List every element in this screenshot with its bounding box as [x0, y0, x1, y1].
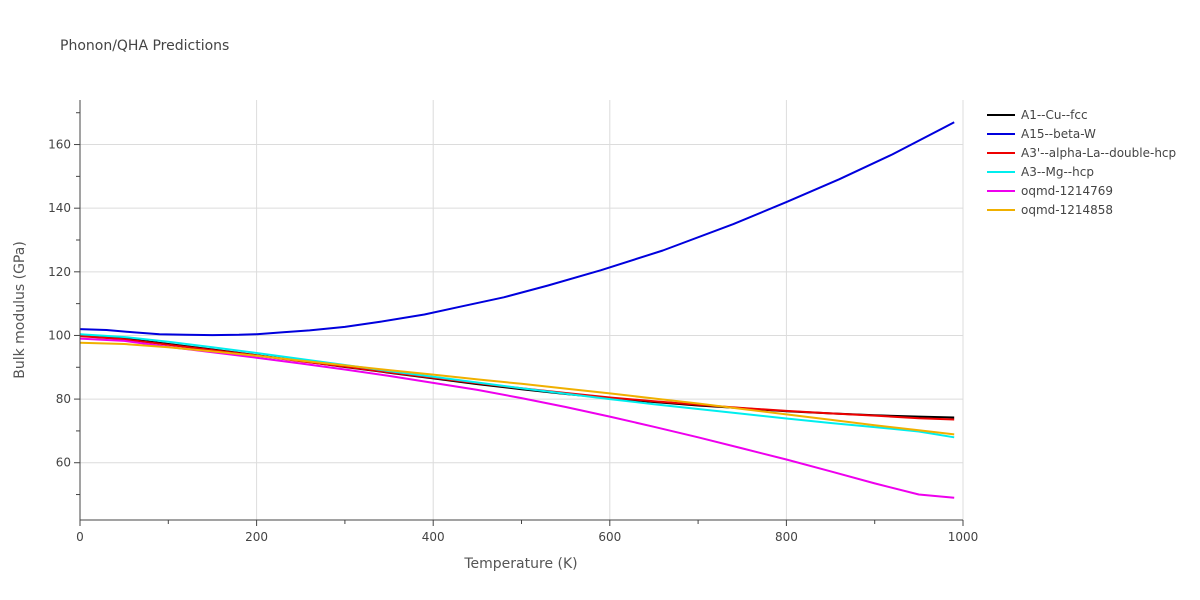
y-tick-label: 140: [48, 201, 71, 215]
y-tick-label: 120: [48, 265, 71, 279]
series-line-4: [79, 337, 955, 499]
y-axis-title: Bulk modulus (GPa): [12, 241, 28, 379]
grid: [80, 100, 964, 520]
x-axis-title: Temperature (K): [463, 556, 577, 572]
x-tick-label: 400: [422, 530, 445, 544]
y-tick-label: 100: [48, 328, 71, 342]
series-layer: [79, 121, 955, 499]
legend-label: A3--Mg--hcp: [1021, 165, 1094, 179]
x-tick-label: 600: [598, 530, 621, 544]
series-line-5: [79, 341, 955, 436]
legend-label: A15--beta-W: [1021, 127, 1096, 141]
legend-label: oqmd-1214769: [1021, 184, 1113, 198]
x-tick-label: 0: [76, 530, 84, 544]
chart-title: Phonon/QHA Predictions: [60, 38, 229, 54]
legend: A1--Cu--fcc A15--beta-W A3'--alpha-La--dou…: [987, 108, 1176, 217]
x-tick-label: 800: [775, 530, 798, 544]
series-line-1: [79, 121, 955, 337]
series-line-3: [79, 333, 955, 439]
y-tick-label: 160: [48, 138, 71, 152]
y-tick-label: 60: [56, 456, 71, 470]
legend-label: A3'--alpha-La--double-hcp: [1021, 146, 1176, 160]
legend-label: A1--Cu--fcc: [1021, 108, 1088, 122]
axes: 0 200 400 600 800 1000 60 80 100 120 140 160: [48, 100, 978, 544]
x-tick-label: 1000: [948, 530, 979, 544]
x-tick-label: 200: [245, 530, 268, 544]
legend-label: oqmd-1214858: [1021, 203, 1113, 217]
y-tick-label: 80: [56, 392, 71, 406]
